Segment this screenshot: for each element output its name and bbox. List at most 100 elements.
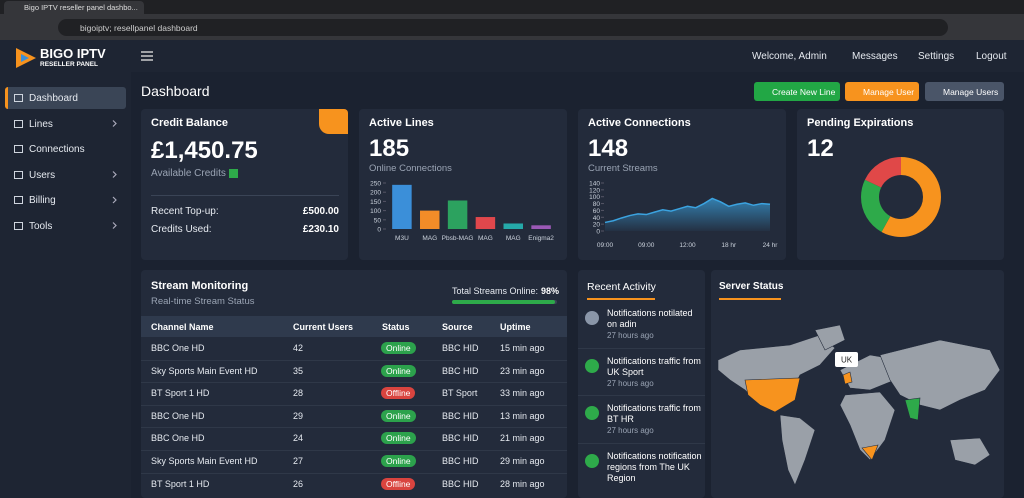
active-item-bg — [5, 87, 126, 109]
connections-caption: Current Streams — [588, 163, 658, 174]
page-title: Dashboard — [141, 83, 210, 99]
row-divider — [141, 450, 567, 451]
table-cell: 42 — [293, 343, 304, 353]
settings-link[interactable]: Settings — [918, 51, 955, 62]
url: bigoiptv; resellpanel dashboard — [80, 23, 198, 33]
stream-card — [141, 270, 567, 498]
menu-icon — [14, 221, 23, 230]
tab[interactable] — [4, 1, 144, 14]
activity-text: Notifications traffic from BT HR — [607, 403, 701, 424]
status-badge: Online — [381, 364, 416, 377]
credit-row-value: £500.00 — [302, 206, 339, 217]
activity-divider — [578, 442, 705, 444]
server-title: Server Status — [719, 281, 784, 292]
lines-caption: Online Connections — [369, 163, 452, 174]
activity-divider — [578, 395, 705, 396]
credit-title: Credit Balance — [151, 117, 229, 129]
activity-underline — [587, 298, 655, 300]
pending-title: Pending Expirations — [807, 117, 914, 129]
tab-bar — [0, 0, 1024, 14]
menu-item[interactable]: Dashboard — [29, 93, 78, 104]
server-card — [711, 270, 1004, 498]
table-cell: BBC HID — [442, 478, 479, 489]
logout-link[interactable]: Logout — [976, 51, 1007, 62]
pending-card — [797, 109, 1004, 260]
table-cell: BBC HID — [442, 456, 479, 466]
menu-item[interactable]: Billing — [29, 195, 56, 206]
table-cell: 26 — [293, 478, 304, 489]
status-badge: Online — [381, 409, 416, 422]
server-underline — [719, 298, 781, 300]
total-value: 98% — [541, 286, 560, 296]
welcome[interactable]: Welcome, Admin — [752, 51, 827, 62]
logo-tagline: RESELLER PANEL — [40, 61, 99, 68]
table-header-cell: Channel Name — [151, 322, 214, 332]
table-cell: 28 min ago — [500, 478, 545, 489]
table-cell: 29 — [293, 410, 304, 421]
menu-toggle[interactable] — [141, 51, 153, 61]
button[interactable] — [845, 82, 919, 101]
activity-divider — [578, 347, 705, 349]
activity-icon — [585, 453, 599, 468]
divider — [151, 195, 339, 196]
table-cell: BBC HID — [442, 433, 479, 444]
menu-item[interactable]: Lines — [29, 118, 53, 130]
row-divider — [141, 427, 567, 429]
menu-icon — [14, 196, 23, 204]
activity-text: Notifications notification regions from … — [607, 450, 702, 483]
connections-title: Active Connections — [588, 117, 691, 129]
activity-text: Notifications notilated on adin — [607, 308, 693, 329]
credit-card — [141, 109, 348, 260]
menu-icon — [14, 170, 23, 179]
credit-up-icon — [229, 169, 238, 178]
table-cell: BT Sport 1 HD — [151, 478, 210, 489]
table-cell: 29 min ago — [500, 456, 545, 466]
table-cell: BT Sport — [442, 388, 478, 399]
activity-icon — [585, 406, 599, 420]
table-cell: BBC HID — [442, 343, 479, 353]
table-header-cell: Uptime — [500, 322, 531, 332]
table-cell: 28 — [293, 388, 304, 399]
topbar — [131, 40, 1024, 72]
button[interactable] — [754, 82, 840, 101]
credit-amount: £1,450.75 — [151, 137, 258, 164]
table-cell: 24 — [293, 433, 304, 444]
status-badge: Online — [381, 342, 416, 354]
activity-icon — [585, 358, 599, 373]
sidebar — [0, 40, 131, 498]
connections-value: 148 — [588, 135, 629, 162]
table-cell: BBC One HD — [151, 410, 205, 421]
menu-item[interactable]: Users — [29, 169, 56, 181]
button[interactable] — [925, 82, 1004, 101]
stream-title: Stream Monitoring — [151, 280, 249, 292]
table-cell: BBC One HD — [151, 343, 205, 353]
row-divider — [141, 472, 567, 474]
messages-link[interactable]: Messages — [852, 51, 898, 62]
activity-time: 27 hours ago — [607, 331, 654, 340]
table-cell: BBC HID — [442, 410, 479, 421]
table-cell: BBC HID — [442, 365, 479, 376]
menu-item[interactable]: Connections — [29, 144, 85, 155]
total-label: Total Streams Online: — [452, 286, 539, 296]
lines-card — [359, 109, 567, 260]
row-divider — [141, 382, 567, 384]
credit-row-label: Recent Top-up: — [151, 206, 219, 217]
table-cell: BT Sport 1 HD — [151, 388, 210, 399]
menu-item[interactable]: Tools — [29, 220, 53, 232]
logo-icon — [16, 48, 36, 68]
credit-row-label: Credits Used: — [151, 224, 212, 235]
table-cell: Sky Sports Main Event HD — [151, 456, 258, 466]
url-field[interactable] — [58, 19, 948, 36]
table-cell: 13 min ago — [500, 410, 545, 421]
table-cell: 23 min ago — [500, 365, 545, 376]
credit-row-value: £230.10 — [302, 224, 339, 235]
status-badge: Online — [381, 432, 416, 445]
status-badge: Offline — [381, 387, 416, 400]
table-header-cell: Current Users — [293, 322, 354, 332]
table-header-cell: Status — [382, 322, 410, 332]
lines-title: Active Lines — [369, 117, 434, 129]
activity-time: 27 hours ago — [607, 426, 654, 435]
pending-value: 12 — [807, 135, 834, 162]
button-label: Create New Line — [772, 87, 836, 97]
activity-title: Recent Activity — [587, 281, 656, 293]
